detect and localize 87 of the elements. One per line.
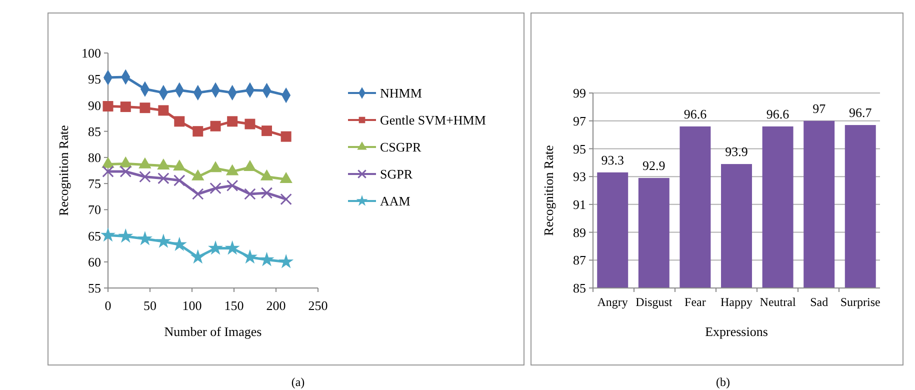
data-label: 93.3	[601, 152, 624, 168]
x-tick-label: Fear	[684, 295, 706, 309]
y-tick-label: 85	[573, 280, 586, 296]
data-label: 93.9	[725, 144, 748, 160]
point	[259, 252, 274, 266]
point	[174, 174, 186, 186]
legend-label: CSGPR	[380, 140, 422, 155]
point	[226, 164, 239, 176]
y-tick-label: 55	[88, 280, 101, 296]
y-tick-label: 99	[573, 86, 586, 101]
x-tick-label: 100	[182, 298, 202, 313]
y-axis-title: Recognition Rate	[541, 144, 556, 236]
x-tick-label: Neutral	[760, 295, 796, 309]
y-tick-label: 85	[88, 124, 101, 139]
y-tick-label: 93	[573, 169, 586, 184]
y-tick-label: 80	[88, 150, 101, 165]
legend-label: NHMM	[380, 86, 422, 101]
x-tick-label: 50	[144, 298, 156, 313]
point	[137, 231, 152, 246]
point	[120, 102, 131, 112]
y-tick-label: 60	[88, 254, 101, 270]
point	[140, 102, 150, 114]
x-tick-label: 250	[308, 298, 328, 313]
y-tick-label: 89	[573, 224, 586, 240]
point	[226, 180, 238, 192]
text: (b)	[716, 375, 730, 389]
x-tick-label: 0	[104, 298, 112, 313]
y-tick-label: 91	[573, 196, 586, 212]
point	[262, 126, 272, 136]
point	[209, 161, 222, 172]
point	[192, 126, 204, 137]
point	[280, 172, 292, 184]
point	[172, 236, 187, 252]
point	[102, 166, 114, 178]
point	[224, 240, 240, 255]
y-tick-label: 95	[573, 141, 586, 156]
x-axis-title: Expressions	[705, 324, 768, 339]
x-tick-label: 200	[266, 298, 286, 313]
point	[244, 188, 256, 200]
y-axis-title: Recognition Rate	[56, 124, 71, 216]
point	[280, 131, 292, 142]
text: (a)	[291, 375, 305, 389]
point	[278, 254, 294, 268]
point	[102, 101, 114, 112]
y-tick-label: 90	[88, 98, 101, 113]
data-label: 92.9	[642, 158, 666, 173]
y-tick-label: 70	[88, 202, 101, 218]
data-label: 96.6	[766, 106, 790, 122]
point	[210, 182, 222, 194]
point	[280, 193, 292, 206]
y-tick-label: 75	[88, 176, 101, 192]
x-tick-label: 150	[224, 298, 244, 313]
y-tick-label: 97	[573, 113, 586, 128]
point	[156, 234, 171, 248]
data-label: 96.7	[849, 105, 872, 120]
point	[227, 116, 238, 127]
point	[173, 160, 186, 171]
point	[174, 116, 185, 127]
x-tick-label: Sad	[810, 295, 828, 309]
y-tick-label: 65	[88, 228, 101, 244]
point	[208, 240, 224, 255]
point	[190, 249, 206, 264]
x-tick-label: Happy	[720, 295, 752, 309]
point	[260, 187, 273, 199]
data-label: 96.6	[684, 106, 708, 122]
y-tick-label: 95	[88, 72, 101, 87]
x-tick-label: Disgust	[636, 295, 673, 309]
point	[244, 160, 256, 172]
point	[242, 249, 258, 264]
point	[158, 172, 170, 184]
y-tick-label: 87	[573, 252, 586, 268]
data-label: 97	[812, 100, 826, 116]
y-tick-label: 100	[82, 46, 101, 61]
point	[210, 120, 221, 132]
point	[118, 228, 134, 243]
point	[192, 188, 204, 200]
point	[100, 227, 116, 242]
x-tick-label: Surprise	[840, 295, 880, 309]
point	[244, 118, 256, 130]
point	[158, 105, 169, 116]
x-axis-title: Number of Images	[164, 324, 262, 339]
legend-label: Gentle SVM+HMM	[380, 112, 486, 128]
point	[139, 170, 151, 183]
point	[120, 166, 132, 178]
legend-label: AAM	[380, 194, 411, 209]
legend-label: SGPR	[380, 166, 413, 182]
x-tick-label: Angry	[597, 295, 628, 309]
